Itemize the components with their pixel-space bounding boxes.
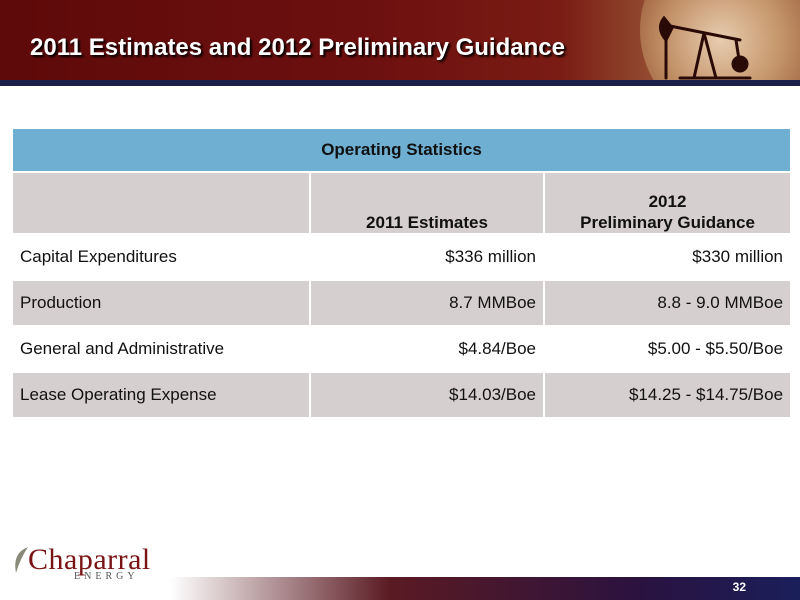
column-header-2012-guidance: 2012 Preliminary Guidance [542, 171, 793, 235]
logo-subtitle: ENERGY [74, 571, 139, 582]
table-header-row: 2011 Estimates 2012 Preliminary Guidance [11, 171, 793, 235]
guidance-2012-cell: 8.8 - 9.0 MMBoe [542, 279, 793, 327]
table-caption-row: Operating Statistics [10, 127, 793, 173]
guidance-2012-cell: $5.00 - $5.50/Boe [542, 325, 793, 373]
slide-title: 2011 Estimates and 2012 Preliminary Guid… [30, 34, 565, 61]
table-row: Lease Operating Expense $14.03/Boe $14.2… [11, 371, 793, 419]
table-caption: Operating Statistics [10, 127, 793, 173]
column-header-label [11, 171, 311, 235]
row-label: Production [11, 279, 311, 327]
header-rule [0, 80, 800, 86]
column-header-2012-subtitle: Preliminary Guidance [580, 213, 755, 232]
table-row: General and Administrative $4.84/Boe $5.… [11, 325, 793, 373]
column-header-2012-year: 2012 [648, 192, 687, 211]
leaf-icon [15, 547, 28, 573]
row-label: General and Administrative [11, 325, 311, 373]
estimate-2011-cell: 8.7 MMBoe [309, 279, 545, 327]
row-label: Lease Operating Expense [11, 371, 311, 419]
slide-header: 2011 Estimates and 2012 Preliminary Guid… [0, 0, 800, 84]
operating-statistics-table: Operating Statistics 2011 Estimates 2012… [10, 127, 793, 419]
page-number: 32 [732, 580, 746, 594]
estimate-2011-cell: $336 million [309, 233, 545, 281]
estimate-2011-cell: $4.84/Boe [309, 325, 545, 373]
row-label: Capital Expenditures [11, 233, 311, 281]
logo-wordmark: Chaparral [28, 543, 151, 576]
table-row: Production 8.7 MMBoe 8.8 - 9.0 MMBoe [11, 279, 793, 327]
guidance-2012-cell: $14.25 - $14.75/Boe [542, 371, 793, 419]
pumpjack-icon [659, 15, 752, 80]
company-logo: Chaparral ENERGY [10, 543, 160, 583]
guidance-2012-cell: $330 million [542, 233, 793, 281]
table-row: Capital Expenditures $336 million $330 m… [11, 233, 793, 281]
footer-bar [170, 577, 800, 600]
estimate-2011-cell: $14.03/Boe [309, 371, 545, 419]
column-header-2011-estimates: 2011 Estimates [309, 171, 545, 235]
